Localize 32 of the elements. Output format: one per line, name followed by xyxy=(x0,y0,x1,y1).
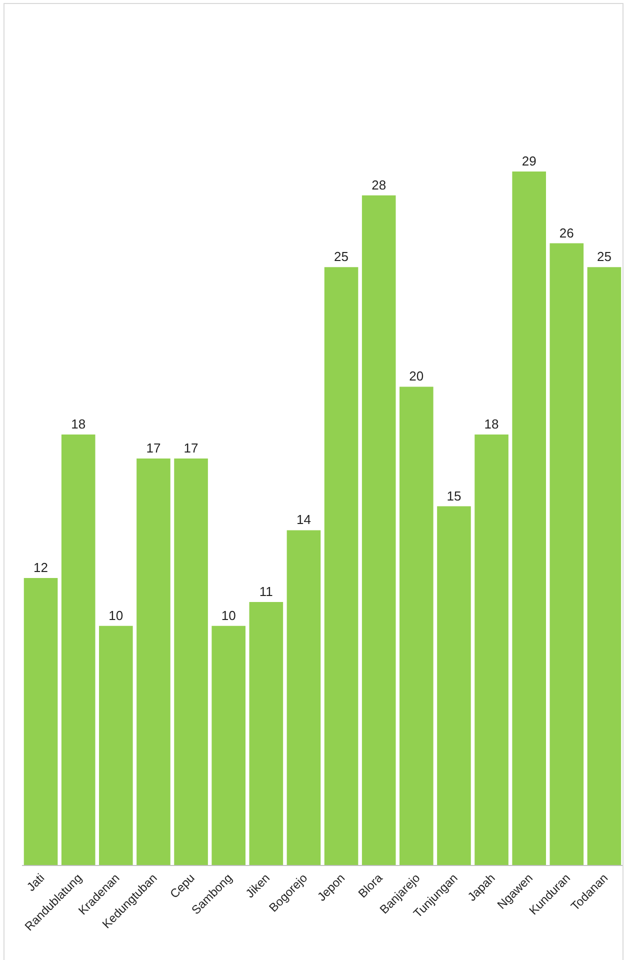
bar xyxy=(99,626,133,865)
data-label: 20 xyxy=(409,368,424,384)
bar xyxy=(212,626,246,865)
bar xyxy=(174,458,208,865)
data-label: 11 xyxy=(259,584,273,599)
bar xyxy=(24,578,58,865)
bar xyxy=(324,267,358,865)
bar xyxy=(437,506,471,865)
bar xyxy=(136,458,170,865)
bar xyxy=(587,267,622,865)
data-label: 28 xyxy=(372,177,386,192)
bar xyxy=(512,172,546,865)
data-label: 26 xyxy=(559,225,574,240)
data-label: 15 xyxy=(446,488,462,504)
data-label: 29 xyxy=(522,154,536,168)
data-label: 10 xyxy=(221,608,236,623)
bar xyxy=(362,195,396,865)
data-label: 10 xyxy=(108,608,124,623)
data-label: 17 xyxy=(184,440,198,456)
data-label: 25 xyxy=(596,249,612,264)
bar xyxy=(249,602,284,865)
data-label: 18 xyxy=(71,416,86,432)
bar xyxy=(550,243,584,865)
bar xyxy=(474,434,508,865)
data-label: 12 xyxy=(34,560,48,576)
bar xyxy=(400,386,434,865)
data-label: 17 xyxy=(146,440,161,456)
bar xyxy=(286,530,321,865)
data-label: 18 xyxy=(484,416,499,432)
data-label: 14 xyxy=(296,512,311,528)
data-label: 25 xyxy=(334,249,349,264)
bar xyxy=(61,434,96,865)
